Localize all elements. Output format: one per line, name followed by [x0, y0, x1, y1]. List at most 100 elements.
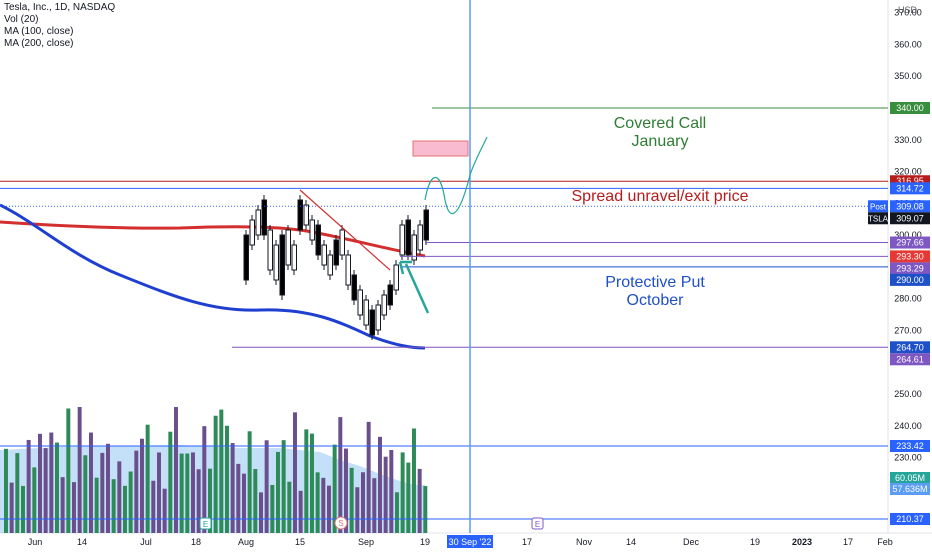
- candle-body: [255, 209, 261, 236]
- volume-bar: [179, 453, 184, 533]
- volume-bar: [423, 486, 428, 533]
- volume-bar: [315, 472, 320, 533]
- price-tag-label: 316.95: [896, 176, 924, 186]
- volume-bar: [117, 461, 122, 533]
- candle-body: [345, 254, 351, 286]
- volume-bar: [66, 408, 71, 533]
- price-tag-label: 297.66: [896, 238, 924, 248]
- x-tick-label: Jul: [140, 537, 152, 547]
- price-tag-box: [890, 262, 930, 275]
- price-tag-label: 210.37: [896, 514, 924, 524]
- earnings-marker-future-label: E: [535, 520, 540, 529]
- volume-bar: [38, 433, 42, 533]
- covered-call-line2: January: [631, 133, 689, 150]
- volume-bar: [281, 440, 286, 533]
- candle-body: [381, 294, 387, 316]
- volume-bar: [151, 480, 156, 533]
- x-tick-label: 14: [626, 537, 636, 547]
- volume-bar: [89, 432, 93, 533]
- candle-body: [363, 299, 369, 326]
- price-tag-prefix: Post: [870, 202, 887, 211]
- volume-bar: [293, 412, 297, 533]
- price-tag-label: 264.70: [896, 342, 924, 352]
- candle-body: [279, 234, 285, 296]
- volume-bar: [361, 472, 365, 533]
- volume-bar: [55, 442, 59, 533]
- legend-ma100: MA (100, close): [4, 26, 74, 37]
- candle-body: [357, 289, 363, 316]
- volume-bar: [383, 456, 388, 533]
- candle-body: [321, 244, 327, 266]
- price-tag-prefix: TSLA: [868, 214, 889, 223]
- volume-bar: [168, 431, 173, 533]
- currency-label: USD: [898, 5, 918, 15]
- price-tag-box: [890, 341, 930, 354]
- x-tick-label: Nov: [576, 537, 593, 547]
- volume-bar: [287, 481, 292, 533]
- price-tag-box: [890, 353, 930, 366]
- price-tag-box: [890, 440, 930, 452]
- price-tag-label: 340.00: [896, 103, 924, 113]
- volume-bar: [225, 425, 229, 533]
- ma-100-line: [0, 203, 426, 350]
- volume-bar: [60, 477, 65, 533]
- candle-body: [375, 304, 381, 331]
- price-tag-box: [890, 483, 930, 495]
- volume-bar: [111, 479, 116, 533]
- volume-bar: [100, 452, 105, 533]
- volume-bar: [321, 477, 326, 533]
- volume-bar: [174, 407, 178, 533]
- y-tick-label: 280.00: [894, 294, 922, 304]
- volume-bar: [417, 468, 422, 533]
- volume-bar: [372, 478, 377, 533]
- earnings-marker-label: E: [203, 520, 208, 529]
- x-tick-label: 15: [295, 537, 305, 547]
- crosshair-date-badge: [447, 535, 493, 548]
- volume-bar: [162, 488, 167, 533]
- volume-bar: [355, 487, 360, 533]
- spread-annotation: Spread unravel/exit price: [571, 188, 749, 205]
- volume-bar: [389, 449, 394, 533]
- price-tag-box: [890, 236, 930, 249]
- price-tag-box: [890, 250, 930, 263]
- volume-bar: [259, 492, 263, 533]
- volume-bar: [77, 406, 82, 533]
- legend-ma200: MA (200, close): [4, 38, 74, 49]
- candle-body: [369, 309, 375, 336]
- volume-bar: [213, 415, 218, 533]
- y-tick-label: 240.00: [894, 421, 922, 431]
- protective-put-annotation: Protective Put October: [555, 274, 755, 310]
- x-tick-label: Aug: [238, 537, 254, 547]
- volume-bar: [332, 444, 337, 533]
- candle-body: [291, 244, 297, 271]
- x-tick-label: 19: [420, 537, 430, 547]
- price-tag-label: 233.42: [896, 441, 924, 451]
- volume-bar: [219, 409, 224, 533]
- x-tick-label: 18: [191, 537, 201, 547]
- price-tag-box: [890, 200, 930, 213]
- protective-put-line1: Protective Put: [605, 274, 705, 291]
- volume-bar: [236, 463, 241, 533]
- y-tick-label: 230.00: [894, 453, 922, 463]
- volume-bar: [400, 452, 405, 533]
- volume-bar: [4, 448, 8, 533]
- x-tick-label: 30 Sep '22: [449, 537, 492, 547]
- volume-bar: [123, 485, 127, 533]
- volume-bar: [298, 490, 303, 533]
- candle-body: [405, 219, 411, 256]
- candle-body: [339, 229, 345, 256]
- price-tag-label: 57.636M: [892, 484, 927, 494]
- price-tag-label: 314.72: [896, 183, 924, 193]
- projected-path: [424, 136, 488, 215]
- price-tag-label: 264.61: [896, 354, 924, 364]
- price-tag-prefix-box: [868, 212, 888, 225]
- covered-call-annotation: Covered Call January: [560, 115, 760, 151]
- candle-body: [285, 229, 291, 266]
- earnings-marker: [199, 517, 212, 530]
- volume-bar: [83, 455, 88, 533]
- x-tick-label: 19: [750, 537, 760, 547]
- volume-bar: [264, 440, 269, 533]
- x-tick-label: Sep: [358, 537, 374, 547]
